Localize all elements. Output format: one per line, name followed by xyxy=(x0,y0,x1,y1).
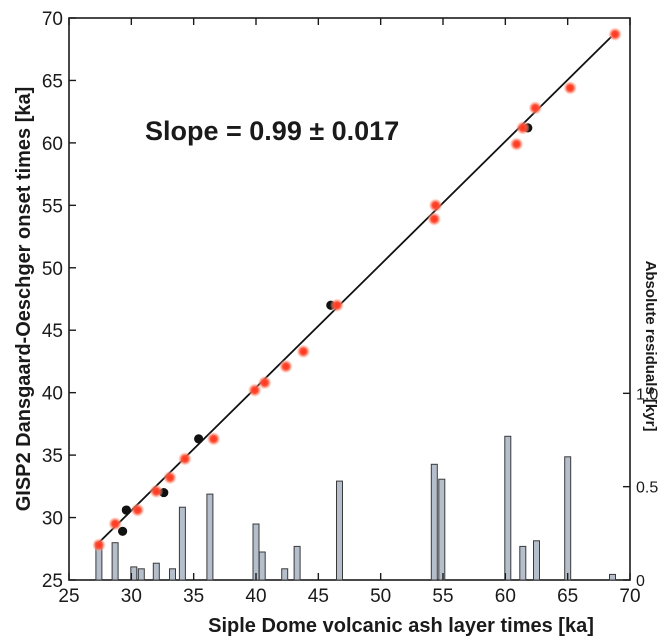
data-point-black xyxy=(118,526,128,536)
y2-axis-title: Absolute residuals [kyr] xyxy=(642,261,659,432)
data-point-red xyxy=(257,375,272,390)
y-tick-label: 25 xyxy=(42,571,63,592)
residual-bar xyxy=(137,568,145,581)
residual-bar xyxy=(206,493,214,581)
y-tick-label: 45 xyxy=(42,321,63,342)
y2-tick-label: 0.5 xyxy=(636,480,658,497)
residual-bar xyxy=(504,435,512,581)
y-tick-label: 65 xyxy=(42,71,63,92)
y-tick-label: 40 xyxy=(42,384,63,405)
y-tick-label: 70 xyxy=(42,9,63,30)
data-point-black xyxy=(194,434,204,444)
residual-bar xyxy=(519,545,527,581)
x-axis-title: Siple Dome volcanic ash layer times [ka] xyxy=(208,615,594,637)
data-point-red xyxy=(427,212,442,227)
data-point-red xyxy=(162,470,177,485)
plot-frame xyxy=(68,17,631,581)
residual-bar xyxy=(430,463,438,581)
residual-bar xyxy=(533,540,540,581)
residual-bar xyxy=(258,551,266,581)
data-point-red xyxy=(108,516,123,531)
data-points xyxy=(91,27,623,553)
x-axis: 25 30 35 40 45 50 55 60 65 70 xyxy=(58,18,641,607)
slope-annotation: Slope = 0.99 ± 0.017 xyxy=(145,116,399,146)
x-tick-label: 55 xyxy=(432,586,453,607)
y-tick-label: 50 xyxy=(42,259,63,280)
y2-axis: 0 0.5 1.0 xyxy=(623,386,658,590)
x-tick-label: 50 xyxy=(370,586,391,607)
data-point-black xyxy=(121,505,131,515)
y-tick-label: 55 xyxy=(42,196,63,217)
residual-bar xyxy=(111,542,119,581)
y2-tick-label: 1.0 xyxy=(636,386,658,403)
residual-bar xyxy=(336,480,343,581)
x-tick-label: 30 xyxy=(121,586,142,607)
data-point-red xyxy=(130,503,145,518)
x-tick-label: 25 xyxy=(58,586,79,607)
data-point-red xyxy=(515,120,530,135)
data-point-red xyxy=(149,484,164,499)
residual-bar xyxy=(293,545,301,581)
residual-bars xyxy=(95,435,616,581)
residual-bar xyxy=(252,523,260,581)
residual-bar xyxy=(281,568,289,581)
y2-tick-label: 0 xyxy=(636,573,645,590)
x-tick-label: 45 xyxy=(308,586,329,607)
y-tick-label: 30 xyxy=(42,509,63,530)
x-tick-label: 65 xyxy=(557,586,578,607)
y-axis: 25 30 35 40 45 50 55 60 65 70 xyxy=(42,9,76,592)
data-point-red xyxy=(428,198,443,213)
data-point-red xyxy=(509,137,524,152)
x-tick-label: 35 xyxy=(183,586,204,607)
data-point-red xyxy=(177,451,192,466)
data-point-red xyxy=(296,344,311,359)
y-tick-label: 35 xyxy=(42,446,63,467)
y-tick-label: 60 xyxy=(42,134,63,155)
data-point-red xyxy=(608,27,623,42)
data-point-red xyxy=(278,359,293,374)
data-point-red xyxy=(563,80,578,95)
data-point-red xyxy=(247,383,262,398)
x-tick-label: 40 xyxy=(245,586,266,607)
data-point-red xyxy=(91,538,106,553)
data-point-red xyxy=(528,100,543,115)
x-tick-label: 60 xyxy=(495,586,516,607)
residual-bar xyxy=(564,456,572,581)
data-point-red xyxy=(330,298,345,313)
residual-bar xyxy=(438,478,446,581)
residual-bar xyxy=(609,573,616,581)
residual-bar xyxy=(178,506,186,581)
residual-bar xyxy=(169,568,176,581)
data-point-red xyxy=(206,431,221,446)
y-axis-title: GISP2 Dansgaard-Oeschger onset times [ka… xyxy=(13,87,35,512)
residual-bar xyxy=(152,562,160,581)
x-tick-label: 70 xyxy=(619,586,640,607)
